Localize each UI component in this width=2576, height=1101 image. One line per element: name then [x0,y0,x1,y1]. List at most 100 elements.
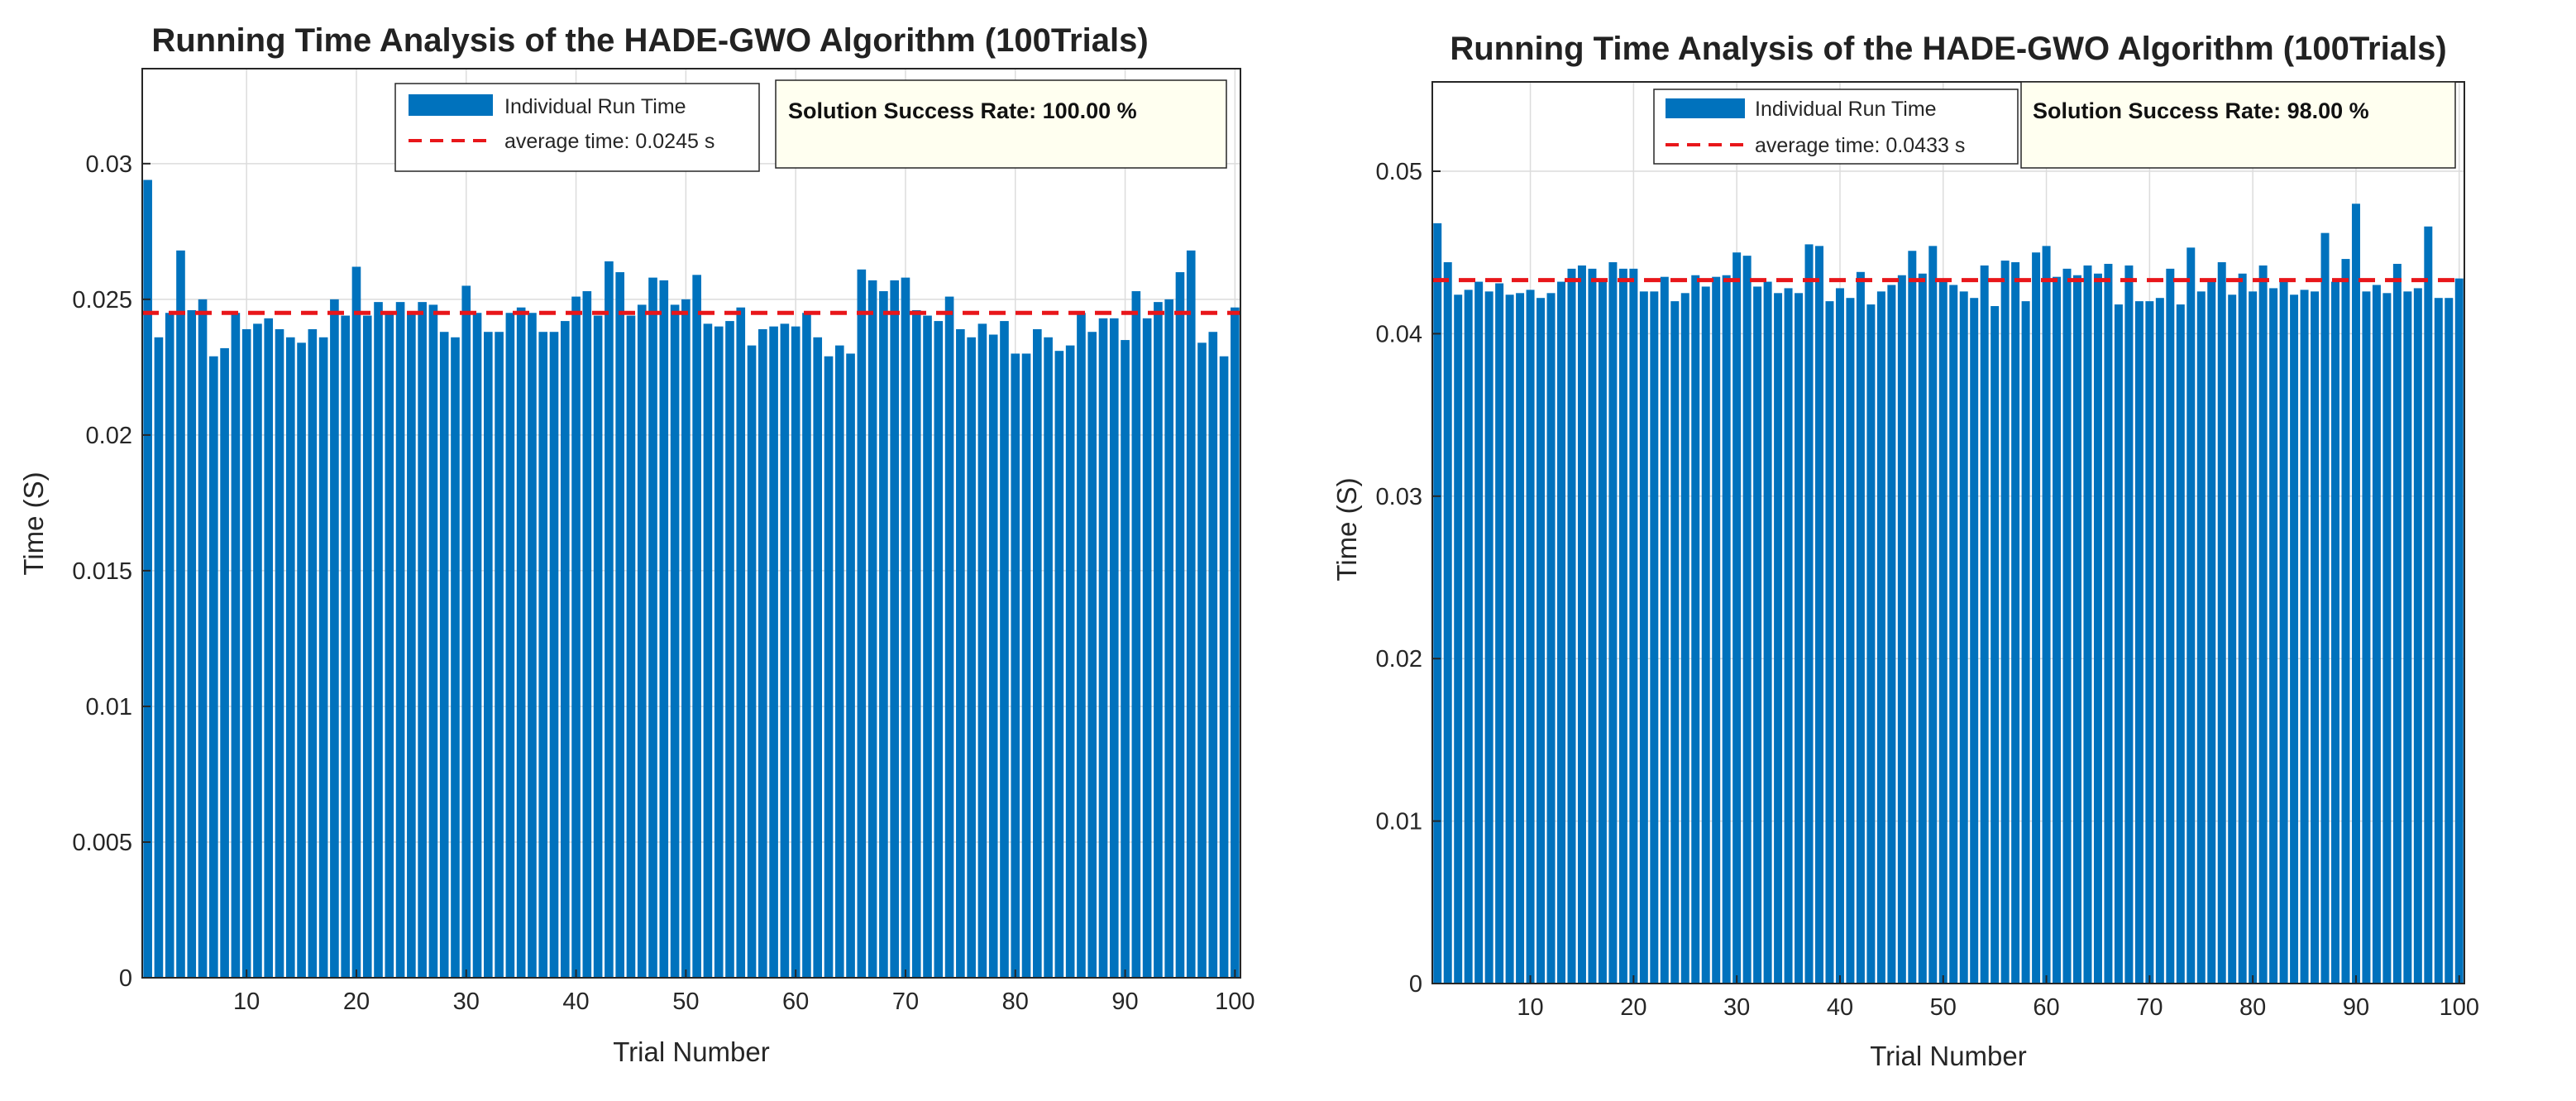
x-tick-label: 20 [1620,994,1646,1021]
bar-trial-34 [1774,293,1783,984]
bar-trial-35 [516,307,526,979]
bar-trial-59 [2032,252,2041,984]
bar-trial-39 [560,321,570,978]
bar-trial-45 [626,315,636,979]
bar-trial-34 [505,313,515,978]
bar-trial-95 [1175,272,1185,978]
bar-trial-60 [791,326,801,978]
bar-trial-29 [1722,275,1731,984]
legend-label-bars: Individual Run Time [504,95,686,118]
bar-trial-94 [1164,299,1173,979]
bar-trial-73 [2176,304,2185,984]
bar-trial-8 [1505,294,1514,984]
x-tick-label: 20 [343,989,370,1015]
y-tick-label: 0.025 [72,287,132,314]
bar-trial-48 [659,280,669,978]
plot-area [142,69,1240,978]
bar-trial-38 [1815,246,1823,984]
x-tick-label: 10 [1517,994,1543,1021]
bar-trial-94 [2392,263,2402,984]
annotation-box [2020,81,2456,169]
bar-trial-20 [351,266,361,978]
bar-trial-66 [2104,263,2113,984]
bar-trial-76 [967,337,976,978]
bars [143,180,1240,979]
bar-trial-74 [944,296,954,978]
y-tick-label: 0.03 [86,151,132,178]
bar-trial-31 [472,313,482,978]
bar-trial-45 [1887,285,1896,984]
bar-trial-82 [1033,328,1042,978]
x-tick-label: 30 [453,989,480,1015]
bar-trial-4 [176,250,185,978]
legend-label-average: average time: 0.0245 s [504,130,714,153]
bar-trial-41 [1846,298,1855,984]
bar-trial-57 [758,328,767,978]
bar-trial-25 [407,313,416,978]
bar-trial-53 [714,326,724,978]
x-tick-label: 60 [2033,994,2059,1021]
bar-trial-1 [1433,223,1442,984]
bar-trial-54 [1980,265,1989,984]
x-tick-label: 70 [892,989,919,1015]
x-tick-label: 40 [1827,994,1853,1021]
chart-right: Running Time Analysis of the HADE-GWO Al… [1331,31,2479,1071]
bar-trial-67 [867,280,877,978]
bar-trial-1 [143,180,152,979]
y-tick-label: 0.01 [86,694,132,720]
y-tick-label: 0.015 [72,558,132,585]
legend: Individual Run Time average time: 0.0433… [1653,89,2019,165]
bar-trial-93 [1154,302,1163,978]
bar-trial-17 [318,337,328,978]
bar-trial-50 [681,299,691,979]
bar-trial-64 [834,345,844,978]
bar-trial-82 [2269,288,2278,984]
bar-trial-89 [2341,259,2350,984]
bar-trial-12 [1546,293,1556,984]
bar-trial-79 [1000,321,1009,978]
bar-trial-60 [2042,246,2051,984]
bar-trial-7 [209,356,218,978]
bar-trial-63 [824,356,834,978]
bar-trial-37 [538,332,548,978]
bar-trial-55 [1991,306,2000,984]
y-tick-label: 0.02 [1376,646,1422,673]
bar-trial-98 [2434,298,2443,984]
bar-trial-43 [1866,304,1876,984]
plot-frame [141,68,1241,979]
bar-trial-56 [2000,261,2010,984]
y-tick-label: 0.01 [1376,809,1422,835]
bar-trial-89 [1109,318,1119,978]
bar-trial-6 [1484,291,1494,984]
chart-title: Running Time Analysis of the HADE-GWO Al… [1450,31,2446,67]
chart-left: Running Time Analysis of the HADE-GWO Al… [18,22,1255,1067]
bar-trial-99 [2445,298,2454,984]
bar-trial-20 [1629,268,1638,984]
bar-trial-35 [1784,288,1793,984]
bar-trial-66 [857,269,867,979]
bar-trial-27 [428,304,438,978]
bar-trial-85 [2300,290,2309,984]
y-axis-label: Time (S) [1331,477,1362,581]
chart-title: Running Time Analysis of the HADE-GWO Al… [151,22,1148,59]
x-tick-label: 60 [782,989,809,1015]
bar-trial-91 [1131,291,1141,979]
plot-frame [1431,81,2465,984]
bar-trial-85 [1065,345,1075,978]
bar-trial-22 [1650,291,1659,984]
bar-trial-76 [2207,280,2216,984]
y-axis-label: Time (S) [18,472,49,575]
bar-trial-4 [1464,290,1473,984]
bar-trial-42 [1856,271,1865,984]
bar-trial-39 [1825,301,1834,984]
bar-trial-27 [1701,286,1710,984]
legend-label-bars: Individual Run Time [1755,98,1937,121]
bar-trial-36 [528,313,537,978]
x-axis-label: Trial Number [1870,1041,2026,1071]
bar-trial-86 [1077,313,1086,978]
bar-trial-2 [1443,262,1452,984]
bar-trial-28 [439,332,449,978]
bar-trial-87 [1087,332,1097,978]
bar-trial-53 [1970,298,1979,984]
legend-swatch-bars [409,94,493,116]
